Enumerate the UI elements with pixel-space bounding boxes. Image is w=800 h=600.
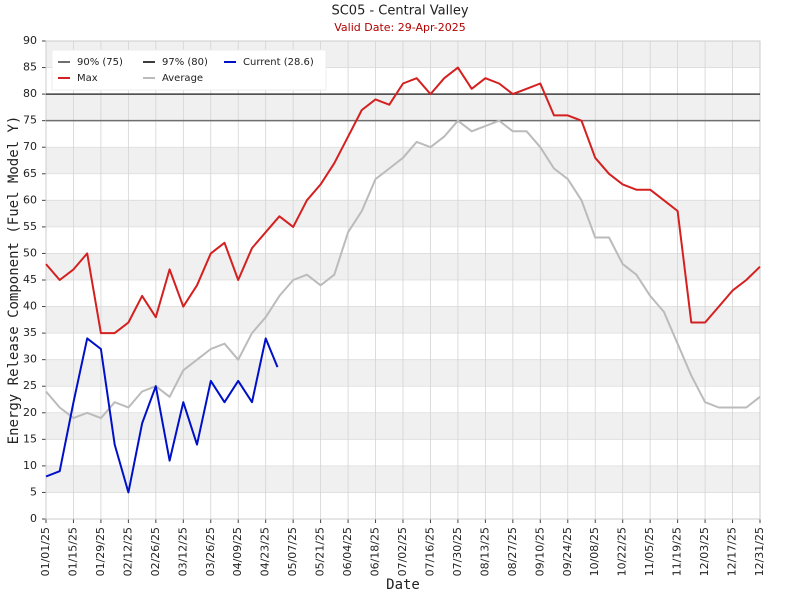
- chart-subtitle: Valid Date: 29-Apr-2025: [334, 21, 466, 34]
- legend-label: Current (28.6): [243, 57, 314, 68]
- x-tick-label: 02/26/25: [149, 527, 162, 576]
- y-tick-label: 25: [23, 379, 37, 392]
- legend-label: Average: [162, 73, 203, 84]
- y-tick-label: 0: [30, 512, 37, 525]
- y-tick-label: 30: [23, 353, 37, 366]
- y-tick-label: 5: [30, 485, 37, 498]
- x-tick-label: 08/27/25: [506, 527, 519, 576]
- legend-label: 97% (80): [162, 57, 208, 68]
- legend-box: [51, 49, 327, 91]
- x-tick-label: 09/10/25: [533, 527, 546, 576]
- x-tick-label: 04/23/25: [259, 527, 272, 576]
- y-tick-label: 55: [23, 220, 37, 233]
- x-tick-label: 06/18/25: [369, 527, 382, 576]
- plot-border: [45, 40, 761, 520]
- x-tick-label: 12/31/25: [753, 527, 766, 576]
- x-tick-label: 09/24/25: [561, 527, 574, 576]
- series-line: [45, 119, 761, 420]
- x-tick-label: 05/07/25: [286, 527, 299, 576]
- x-tick-label: 05/21/25: [314, 527, 327, 576]
- x-tick-label: 01/29/25: [94, 527, 107, 576]
- legend-label: Max: [77, 73, 98, 84]
- series-line: [45, 66, 761, 335]
- y-tick-label: 10: [23, 459, 37, 472]
- legend-label: 90% (75): [77, 57, 123, 68]
- y-tick-label: 80: [23, 87, 37, 100]
- x-tick-label: 08/13/25: [478, 527, 491, 576]
- y-tick-label: 85: [23, 61, 37, 74]
- y-axis-label: Energy Release Component (Fuel Model Y): [6, 116, 22, 445]
- y-tick-label: 60: [23, 193, 37, 206]
- y-tick-label: 35: [23, 326, 37, 339]
- legend: 90% (75) 97% (80) Current (28.6) Max Average: [51, 49, 327, 91]
- x-tick-label: 02/12/25: [121, 527, 134, 576]
- x-tick-label: 12/17/25: [726, 527, 739, 576]
- x-tick-label: 10/08/25: [588, 527, 601, 576]
- x-tick-label: 01/01/25: [39, 527, 52, 576]
- x-tick-label: 10/22/25: [616, 527, 629, 576]
- y-tick-label: 50: [23, 246, 37, 259]
- x-tick-label: 06/04/25: [341, 527, 354, 576]
- x-tick-label: 12/03/25: [698, 527, 711, 576]
- x-tick-label: 03/26/25: [204, 527, 217, 576]
- y-tick-label: 45: [23, 273, 37, 286]
- x-tick-label: 07/30/25: [451, 527, 464, 576]
- x-tick-label: 07/02/25: [396, 527, 409, 576]
- y-tick-label: 65: [23, 167, 37, 180]
- x-tick-label: 07/16/25: [423, 527, 436, 576]
- y-tick-label: 75: [23, 114, 37, 127]
- chart-title: SC05 - Central Valley: [331, 4, 468, 19]
- series-line: [45, 337, 279, 494]
- y-tick-label: 70: [23, 140, 37, 153]
- y-tick-label: 15: [23, 432, 37, 445]
- x-axis-label: Date: [386, 577, 420, 593]
- y-tick-label: 90: [23, 34, 37, 47]
- y-tick-label: 40: [23, 300, 37, 313]
- x-tick-label: 11/19/25: [671, 527, 684, 576]
- x-tick-label: 11/05/25: [643, 527, 656, 576]
- x-tick-label: 04/09/25: [231, 527, 244, 576]
- x-tick-label: 03/12/25: [176, 527, 189, 576]
- y-tick-label: 20: [23, 406, 37, 419]
- x-tick-label: 01/15/25: [66, 527, 79, 576]
